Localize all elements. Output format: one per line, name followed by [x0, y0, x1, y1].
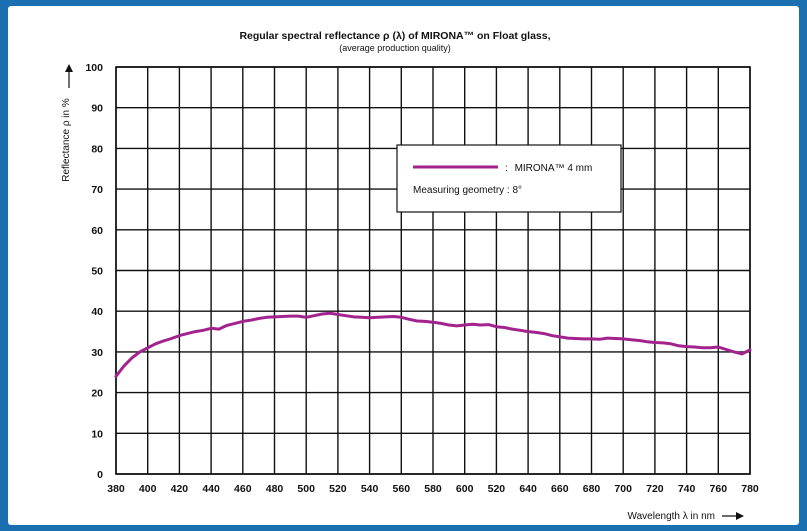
x-tick-label: 420	[171, 483, 189, 495]
x-tick-label: 640	[519, 483, 537, 495]
x-tick-label: 540	[361, 483, 379, 495]
x-tick-label: 500	[297, 483, 315, 495]
x-tick-label: 780	[741, 483, 759, 495]
series-layer	[114, 311, 752, 378]
y-tick-label: 30	[91, 347, 103, 359]
x-tick-label: 660	[551, 483, 569, 495]
x-tick-label: 600	[456, 483, 474, 495]
y-tick-label: 100	[85, 62, 103, 74]
y-tick-label: 90	[91, 103, 103, 115]
legend-box	[396, 144, 622, 213]
chart-subtitle: (average production quality)	[339, 43, 451, 53]
legend-entry-name: MIRONA™ 4 mm	[515, 163, 593, 174]
x-tick-label: 580	[424, 483, 442, 495]
y-axis-title: Reflectance ρ in %	[61, 64, 73, 182]
legend-note: Measuring geometry : 8°	[413, 185, 522, 196]
chart-title: Regular spectral reflectance ρ (λ) of MI…	[239, 30, 550, 42]
x-tick-label: 760	[710, 483, 728, 495]
series-line-mirona-4mm	[114, 311, 752, 378]
x-axis-title: Wavelength λ in nm	[628, 511, 744, 522]
y-tick-label: 70	[91, 184, 103, 196]
x-tick-label: 680	[583, 483, 601, 495]
x-tick-label: 480	[266, 483, 284, 495]
x-tick-label: 400	[139, 483, 157, 495]
y-tick-label: 80	[91, 143, 103, 155]
x-tick-label: 440	[202, 483, 220, 495]
x-tick-label: 560	[393, 483, 411, 495]
x-tick-label: 700	[614, 483, 632, 495]
x-tick-label: 720	[646, 483, 664, 495]
legend-entry-label: : MIRONA™ 4 mm	[505, 163, 592, 174]
y-tick-label: 10	[91, 428, 103, 440]
x-axis-label: Wavelength λ in nm	[628, 511, 715, 522]
x-tick-label: 460	[234, 483, 252, 495]
tick-labels: 380 400 420 440 460 480 500 520 540 560 580 600 520 6…	[85, 62, 758, 495]
chart-card: Regular spectral reflectance ρ (λ) of MI…	[8, 6, 799, 525]
y-tick-label: 40	[91, 306, 103, 318]
plot-border	[115, 66, 751, 475]
y-tick-label: 0	[97, 469, 103, 481]
x-tick-label: 520	[329, 483, 347, 495]
y-tick-label: 60	[91, 225, 103, 237]
y-axis-label: Reflectance ρ in %	[61, 98, 72, 182]
y-tick-label: 20	[91, 388, 103, 400]
x-tick-label: 740	[678, 483, 696, 495]
y-tick-label: 50	[91, 266, 103, 278]
legend: : MIRONA™ 4 mm Measuring geometry : 8°	[396, 144, 622, 213]
legend-entry-prefix: :	[505, 163, 508, 174]
x-tick-label: 520	[488, 483, 506, 495]
x-axis-arrow-icon	[736, 512, 744, 520]
x-tick-label: 380	[107, 483, 125, 495]
y-axis-arrow-icon	[65, 64, 73, 72]
spectral-reflectance-chart: Regular spectral reflectance ρ (λ) of MI…	[61, 30, 759, 522]
grid	[115, 66, 751, 475]
